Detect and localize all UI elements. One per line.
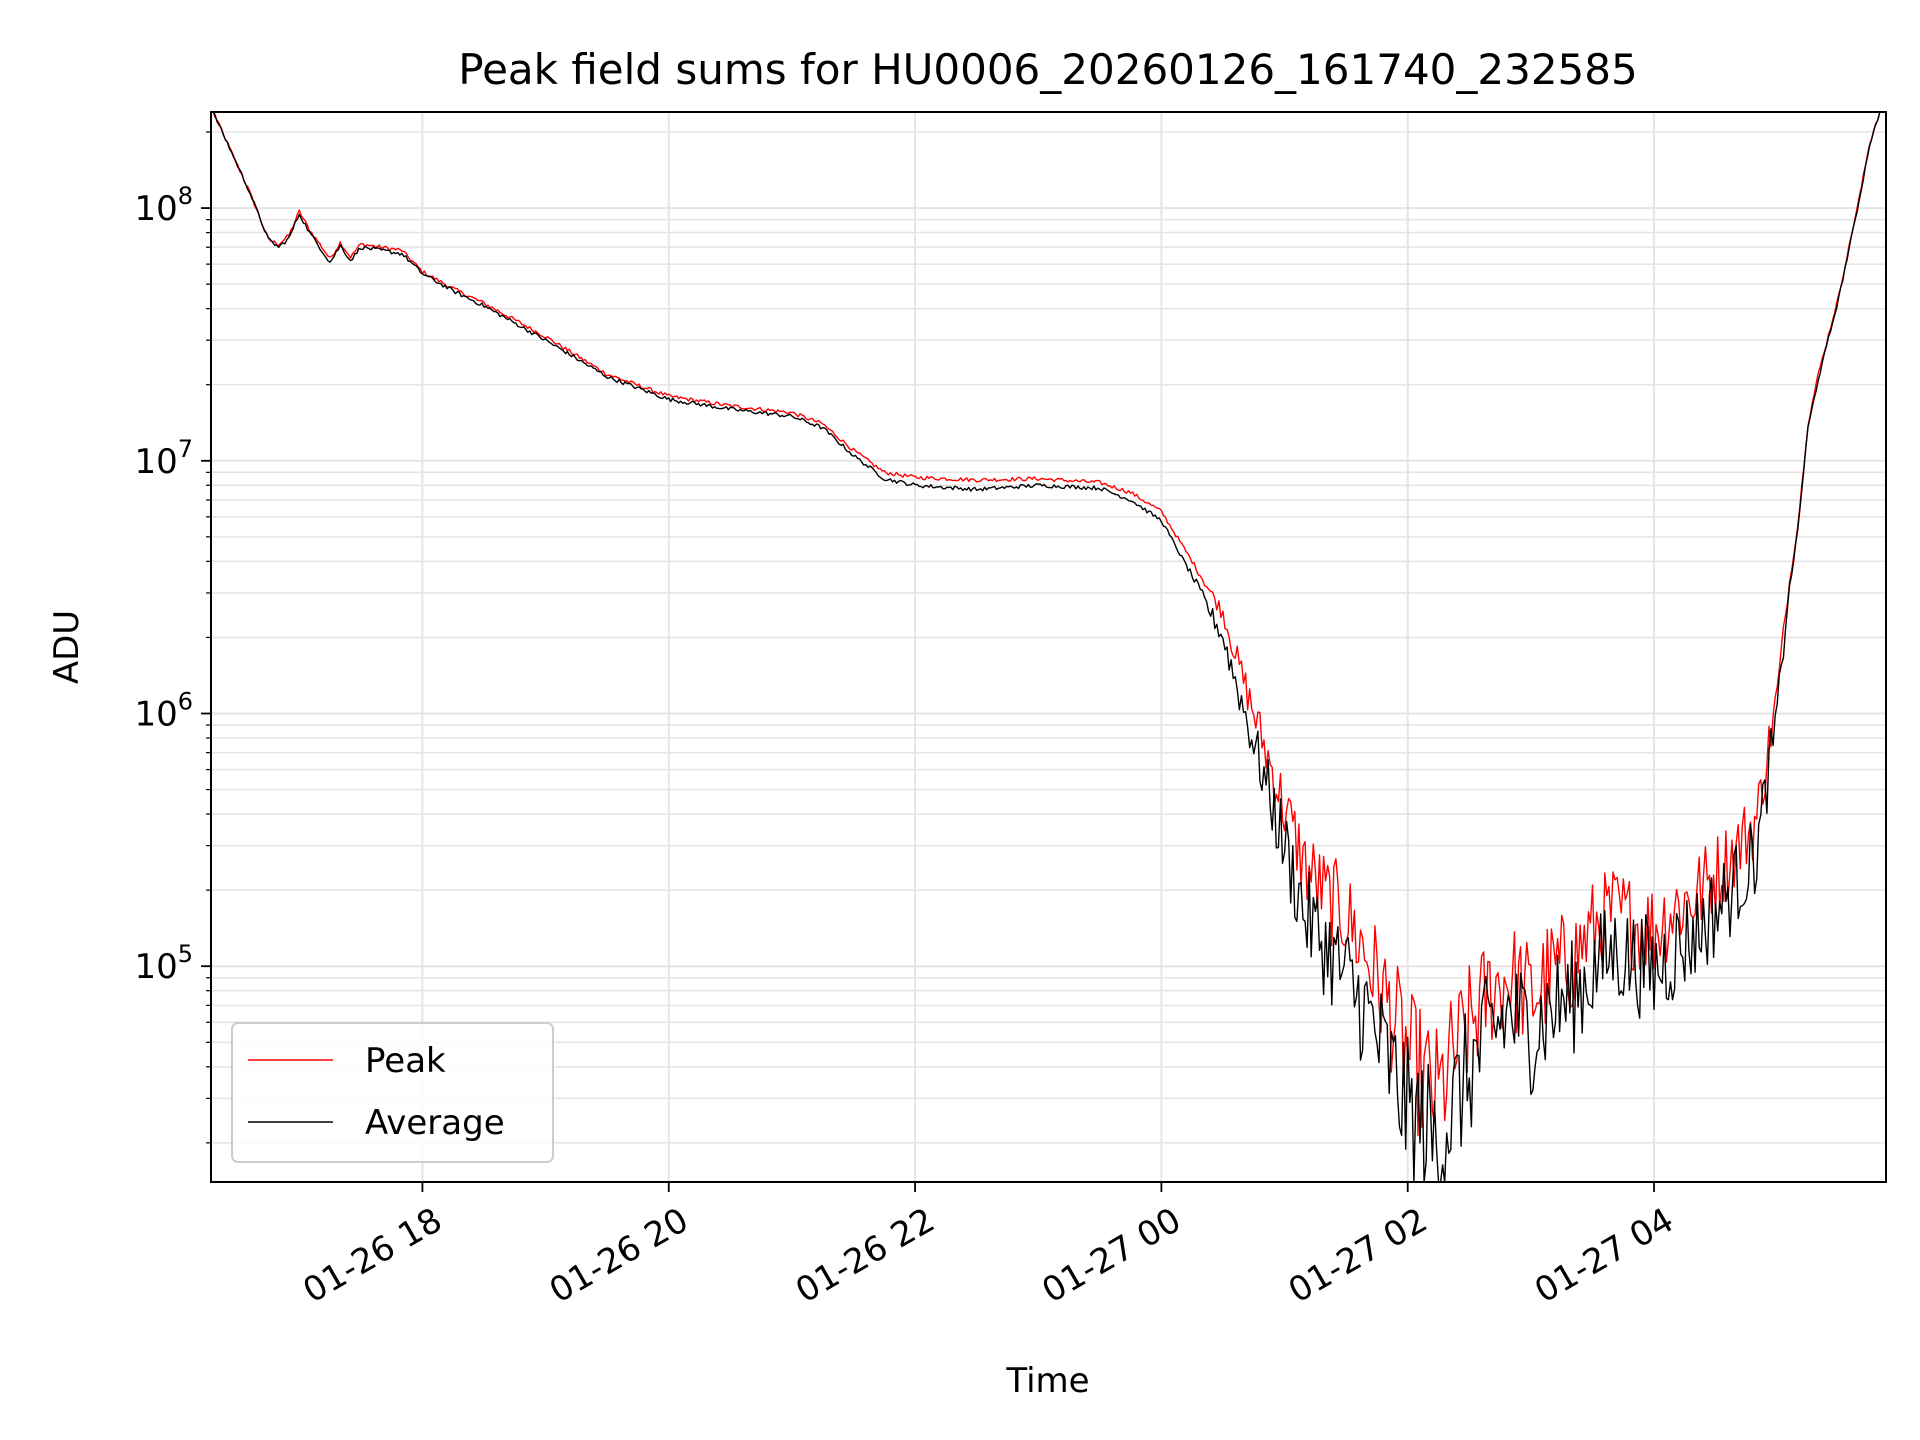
legend-box bbox=[231, 1022, 554, 1163]
y-tick-label: 107 bbox=[134, 435, 193, 482]
legend: Peak Average bbox=[231, 1022, 554, 1163]
plot-series bbox=[212, 111, 1881, 1183]
y-tick-label: 105 bbox=[134, 940, 193, 987]
y-axis-label: ADU bbox=[47, 610, 87, 684]
y-tick-label: 108 bbox=[134, 182, 193, 229]
series-line-average bbox=[212, 111, 1881, 1183]
chart-title: Peak field sums for HU0006_20260126_1617… bbox=[458, 45, 1637, 94]
y-tick-label: 106 bbox=[134, 688, 193, 735]
legend-label-peak: Peak bbox=[365, 1041, 446, 1081]
plot-area-frame bbox=[210, 111, 1887, 1183]
x-axis-label: Time bbox=[1005, 1361, 1089, 1401]
legend-label-average: Average bbox=[365, 1103, 505, 1143]
